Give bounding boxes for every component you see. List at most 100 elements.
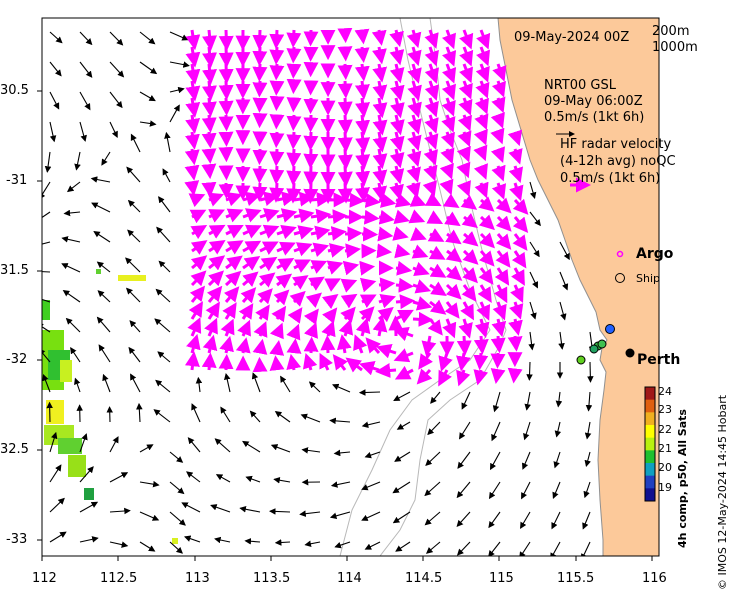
nrt-vector [332,383,351,393]
hf-vector [201,181,217,198]
nrt-vector [585,391,593,412]
hf-vector [407,63,422,84]
hf-vector [393,326,414,342]
hf-vector [456,335,472,356]
hf-vector [337,165,353,187]
hf-vector [442,318,457,339]
nrt-vector [65,317,81,333]
hf-vector [327,209,348,225]
nrt-vector [169,541,183,554]
hf-vector [423,164,438,182]
hf-vector [372,316,388,337]
hf-vector [511,267,525,286]
hf-vector [222,302,237,320]
hf-vector [372,97,388,119]
lat-tick: -31 [6,173,28,188]
hf-vector [460,301,474,321]
hf-vector [337,97,353,117]
nrt-vector [109,541,129,548]
nrt-vector [42,348,51,363]
argo-float-marker[interactable] [605,324,615,334]
nrt-vector [488,481,501,500]
nrt-vector [79,91,91,111]
nrt-vector [70,347,81,363]
nrt-vector [79,61,93,78]
nrt-vector [393,391,411,401]
hf-vector [460,194,478,210]
hf-vector [269,80,285,96]
hf-vector [327,226,347,241]
nrt-vector [169,104,180,123]
hf-vector [372,131,388,153]
hf-vector [252,29,268,51]
hf-vector [208,240,226,255]
nrt-vector [245,475,261,483]
hf-vector [242,224,262,239]
nrt-vector [273,477,291,484]
hf-vector [406,29,422,49]
nrt-vector [299,510,321,517]
hf-vector [286,323,301,341]
hf-vector [508,148,523,165]
ship-legend-label: Ship [636,272,660,285]
hf-vector [342,260,360,276]
hf-vector [355,317,371,337]
perth-city-marker [625,348,635,358]
hf-vector [473,369,489,386]
hf-vector [429,263,447,278]
nrt-vector [79,121,87,142]
hf-vector [242,191,262,207]
hf-vector [310,242,330,258]
hf-vector [358,306,375,323]
nrt-vector [158,196,171,213]
nrt-vector [61,263,81,273]
nrt-vector [42,241,51,245]
hf-vector [218,80,234,101]
hf-vector [371,29,387,46]
nrt-scale-label: 0.5m/s (1kt 6h) [544,110,645,125]
nrt-vector [130,133,141,153]
hf-vector [473,144,488,162]
hf-vector [441,114,456,133]
hf-vector [442,193,460,208]
hf-vector [429,299,447,315]
lat-tick: 30.5 [0,83,29,98]
hf-vector [340,278,358,293]
hf-vector [337,131,353,153]
hf-vector [208,255,226,271]
hf-vector [361,226,379,242]
nrt-vector [181,502,201,513]
argo-float-marker[interactable] [589,344,599,354]
hf-vector [218,46,234,68]
nrt-vector [79,501,99,513]
nrt-vector [139,91,156,102]
hf-vector [326,260,344,275]
argo-float-marker[interactable] [597,339,607,349]
hf-vector [201,97,217,118]
plot-frame [41,17,660,557]
nrt-vector [559,301,567,321]
hf-vector [337,182,353,204]
hf-vector [204,317,218,337]
nrt-title: NRT00 GSL [544,78,616,93]
city-label: Perth [637,352,681,368]
nrt-vector [559,241,570,261]
hf-vector [494,267,510,286]
lon-tick: 113 [185,571,210,586]
argo-float-marker[interactable] [576,355,586,365]
nrt-vector [492,391,501,413]
hf-vector [372,80,388,101]
colorbar-segment [645,488,655,502]
hf-vector [207,270,225,287]
hf-vector [286,78,302,95]
hf-vector [219,335,234,354]
hf-vector [407,131,422,152]
hf-vector [479,250,495,267]
hf-vector [439,162,454,180]
hf-vector [259,272,276,288]
hf-vector [395,260,413,276]
hf-vector [354,28,370,45]
hf-vector [225,255,243,271]
hf-vector [332,354,348,371]
hf-vector [185,63,201,85]
